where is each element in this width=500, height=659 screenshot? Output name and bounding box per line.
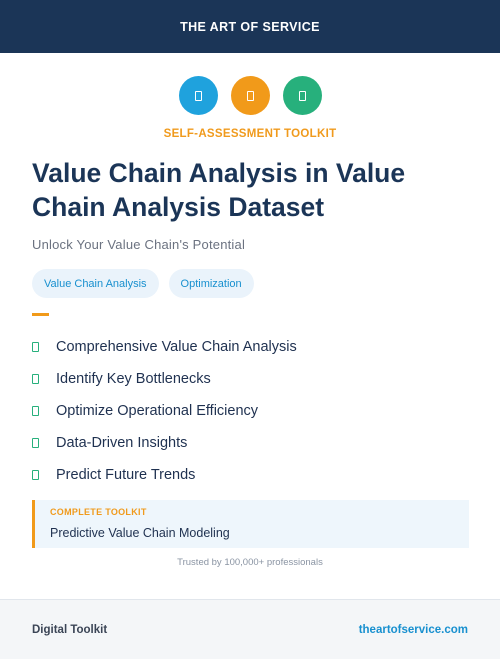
feature-label: Identify Key Bottlenecks xyxy=(56,371,211,387)
feature-label: Data-Driven Insights xyxy=(56,435,188,451)
brand-title: THE ART OF SERVICE xyxy=(180,19,320,34)
subtitle: Unlock Your Value Chain's Potential xyxy=(32,237,246,252)
toolkit-callout: COMPLETE TOOLKIT Predictive Value Chain … xyxy=(32,500,469,548)
feature-item: Comprehensive Value Chain Analysis xyxy=(32,331,297,363)
check-icon xyxy=(32,438,39,448)
feature-list: Comprehensive Value Chain Analysis Ident… xyxy=(32,331,297,491)
document-icon xyxy=(282,76,322,115)
feature-label: Optimize Operational Efficiency xyxy=(56,403,259,419)
header-bar: THE ART OF SERVICE xyxy=(0,0,500,53)
check-icon xyxy=(32,374,39,384)
feature-item: Predict Future Trends xyxy=(32,459,297,491)
feature-item: Data-Driven Insights xyxy=(32,427,297,459)
tag-list: Value Chain Analysis Optimization xyxy=(32,269,254,298)
document-icon xyxy=(178,76,218,115)
check-icon xyxy=(32,406,39,416)
callout-text: Predictive Value Chain Modeling xyxy=(50,526,230,540)
feature-item: Optimize Operational Efficiency xyxy=(32,395,297,427)
feature-label: Comprehensive Value Chain Analysis xyxy=(56,339,297,355)
feature-item: Identify Key Bottlenecks xyxy=(32,363,297,395)
trusted-note: Trusted by 100,000+ professionals xyxy=(177,557,323,568)
tag-optimization: Optimization xyxy=(168,269,254,298)
callout-label: COMPLETE TOOLKIT xyxy=(50,507,147,517)
footer-label: Digital Toolkit xyxy=(32,623,108,636)
footer-bar: Digital Toolkit theartofservice.com xyxy=(0,599,500,659)
accent-divider xyxy=(32,313,49,316)
kicker-label: SELF-ASSESSMENT TOOLKIT xyxy=(163,128,337,140)
icon-row xyxy=(0,76,500,115)
page-title: Value Chain Analysis in Value Chain Anal… xyxy=(32,158,406,222)
website-link[interactable]: theartofservice.com xyxy=(358,623,468,636)
feature-label: Predict Future Trends xyxy=(56,467,196,483)
document-icon xyxy=(230,76,270,115)
check-icon xyxy=(32,342,39,352)
tag-value-chain-analysis: Value Chain Analysis xyxy=(32,269,159,298)
check-icon xyxy=(32,470,39,480)
